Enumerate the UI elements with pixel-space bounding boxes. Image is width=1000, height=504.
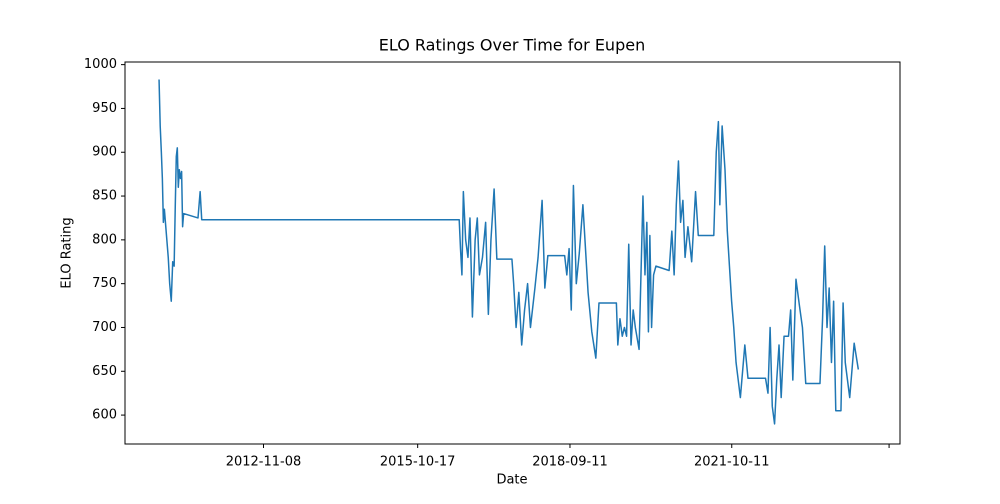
x-tick-label: 2012-11-08 [226,455,302,470]
y-tick-label: 1000 [84,57,117,72]
y-tick-label: 800 [92,232,117,247]
y-tick-label: 650 [92,364,117,379]
x-tick-label: 2015-10-17 [380,455,456,470]
y-tick-label: 700 [92,320,117,335]
chart-title: ELO Ratings Over Time for Eupen [379,36,645,55]
x-axis-label: Date [496,473,527,488]
x-tick-label: 2021-10-11 [694,455,770,470]
plot-frame [124,61,901,445]
y-tick-label: 850 [92,189,117,204]
y-tick-label: 900 [92,145,117,160]
y-axis-label: ELO Rating [60,217,75,288]
data-line [158,79,860,425]
y-tick-label: 750 [92,276,117,291]
y-tick-label: 600 [92,408,117,423]
y-tick-label: 950 [92,101,117,116]
x-tick-label: 2018-09-11 [532,455,608,470]
